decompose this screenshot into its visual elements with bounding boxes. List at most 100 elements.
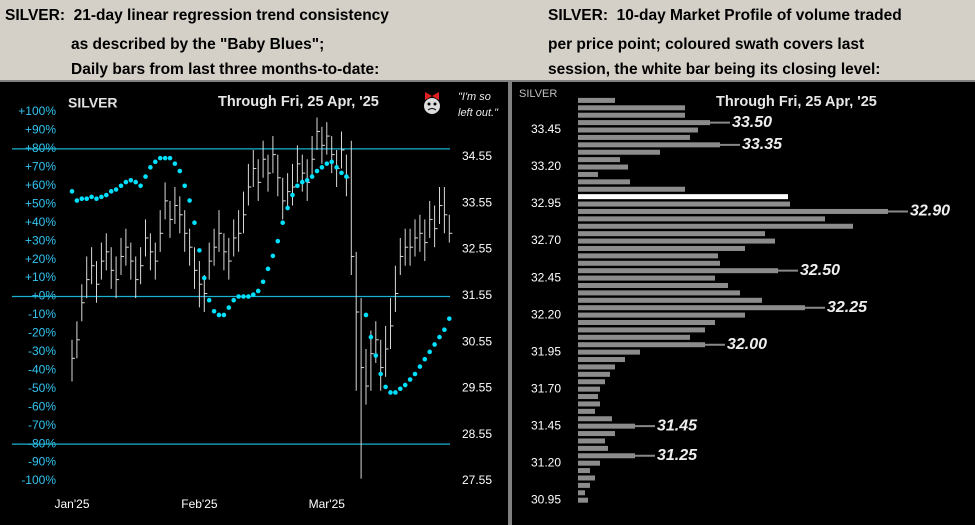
baby-blue-dot — [295, 183, 300, 189]
y-tick-label: 32.20 — [531, 307, 561, 321]
y2-tick-label: 31.55 — [462, 288, 492, 302]
profile-bar — [578, 453, 635, 459]
baby-blue-dot — [417, 364, 423, 369]
profile-bar — [578, 475, 595, 481]
y-tick-label: +70% — [25, 160, 56, 174]
y-tick-label: +50% — [25, 196, 56, 210]
profile-bar — [578, 223, 853, 229]
baby-blue-dot — [202, 275, 207, 281]
profile-bar — [578, 216, 825, 222]
header-right-line: session, the white bar being its closing… — [548, 61, 880, 78]
profile-bar — [578, 320, 715, 326]
y-tick-label: +10% — [25, 270, 56, 284]
annotation: left out." — [458, 107, 499, 119]
profile-bar — [578, 497, 588, 503]
baby-blue-dot — [211, 308, 217, 314]
profile-bar — [578, 157, 620, 163]
baby-blue-dot — [236, 294, 241, 299]
baby-blue-dot — [177, 168, 183, 174]
profile-bar — [578, 134, 690, 140]
profile-bar — [578, 297, 762, 303]
y2-tick-label: 34.55 — [462, 149, 492, 163]
y-tick-label: 33.20 — [531, 159, 561, 173]
profile-bar — [578, 231, 765, 237]
baby-blue-dot — [422, 356, 428, 362]
baby-blue-dot — [104, 192, 109, 198]
baby-blue-dot — [442, 327, 447, 333]
baby-blue-dot — [402, 382, 408, 388]
profile-bar — [578, 379, 605, 385]
profile-bar — [578, 305, 805, 311]
baby-blue-dot — [133, 179, 138, 185]
y-tick-label: +0% — [32, 289, 57, 303]
baby-blue-dot — [265, 266, 271, 272]
profile-bar — [578, 327, 705, 333]
y-tick-label: +90% — [25, 123, 56, 137]
profile-bar — [578, 312, 745, 318]
profile-bar — [578, 120, 710, 126]
baby-blue-dot — [172, 161, 178, 166]
baby-blue-dot — [192, 220, 197, 225]
y-tick-label: 32.70 — [531, 233, 561, 247]
baby-blue-dot — [197, 248, 202, 253]
profile-bar — [578, 260, 720, 266]
header-right-line: SILVER: 10-day Market Profile of volume … — [548, 7, 902, 24]
profile-bar — [578, 268, 778, 274]
left-panel — [0, 82, 508, 525]
baby-blue-dot — [143, 174, 148, 179]
profile-bar — [578, 186, 685, 192]
baby-blue-dot — [221, 312, 227, 318]
header-right-line: per price point; coloured swath covers l… — [548, 36, 864, 53]
y2-tick-label: 33.55 — [462, 195, 492, 209]
baby-blue-dot — [378, 371, 384, 377]
baby-blue-dot — [216, 312, 222, 318]
baby-blue-dot — [339, 170, 344, 176]
baby-blue-dot — [255, 288, 261, 294]
annotation-label: 33.50 — [732, 114, 772, 131]
profile-bar — [578, 490, 585, 496]
baby-blue-dot — [304, 177, 310, 183]
baby-blue-dot — [300, 179, 305, 185]
profile-bar — [578, 290, 740, 296]
baby-blue-dot — [309, 174, 315, 179]
baby-blue-dot — [324, 161, 330, 166]
profile-bar — [578, 357, 625, 363]
profile-bar — [578, 208, 888, 214]
baby-blue-dot — [432, 342, 437, 347]
baby-blue-dot — [167, 155, 173, 161]
annotation: "I'm so — [458, 91, 491, 103]
y2-tick-label: 27.55 — [462, 473, 492, 487]
baby-blue-dot — [314, 168, 320, 174]
x-tick-label: Feb'25 — [181, 497, 218, 511]
baby-blue-dot — [388, 390, 393, 395]
y-tick-label: 30.95 — [531, 492, 561, 506]
profile-bar — [578, 275, 715, 281]
baby-blue-dot — [407, 377, 413, 382]
profile-bar — [578, 334, 690, 340]
baby-blue-dot — [99, 194, 104, 200]
profile-bar — [578, 482, 590, 488]
baby-blue-dot — [74, 198, 80, 203]
baby-blue-dot — [123, 179, 129, 185]
header-border — [0, 80, 975, 82]
profile-bar — [578, 431, 615, 437]
annotation-label: 33.35 — [742, 136, 783, 153]
y-tick-label: 32.95 — [531, 196, 561, 210]
profile-bar — [578, 171, 598, 177]
baby-blue-dot — [373, 353, 379, 358]
profile-bar — [578, 142, 720, 148]
baby-blue-dot — [138, 183, 143, 189]
annotation-label: 32.25 — [827, 299, 868, 316]
baby-blue-dot — [128, 177, 134, 183]
baby-blue-dot — [285, 205, 290, 211]
baby-blue-dot — [319, 165, 325, 170]
baby-blue-dot — [231, 297, 236, 303]
y-tick-label: -20% — [28, 326, 56, 340]
profile-bar — [578, 105, 685, 111]
y-tick-label: -90% — [28, 455, 56, 469]
chart-title: SILVER — [519, 88, 557, 100]
profile-bar — [578, 127, 698, 133]
profile-bar — [578, 201, 790, 207]
baby-blue-dot — [334, 165, 339, 170]
baby-blue-dot — [251, 292, 256, 297]
